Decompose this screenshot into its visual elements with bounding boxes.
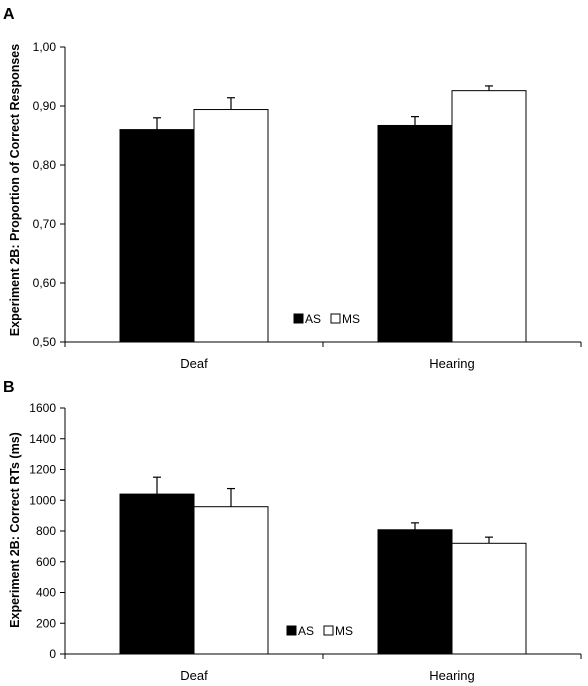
panel-b-y-tick-label: 200	[36, 616, 56, 630]
panel-a-y-axis-label: Experiment 2B: Proportion of Correct Res…	[8, 44, 22, 336]
panel-a-legend-swatch-ms	[330, 313, 341, 324]
panel-b-y-tick-label: 1600	[29, 401, 56, 415]
panel-a-legend-label-ms: MS	[342, 312, 360, 326]
panel-b-bar-as-deaf	[119, 493, 195, 655]
panel-a-y-tick-label: 0,90	[33, 99, 57, 113]
panel-a-legend-swatch-as	[293, 313, 304, 324]
panel-a-y-tick-label: 0,50	[33, 335, 57, 349]
panel-b-y-axis-label: Experiment 2B: Correct RTs (ms)	[8, 432, 22, 628]
panel-a-y-tick-label: 0,70	[33, 217, 57, 231]
panel-b-legend-swatch-as	[286, 625, 297, 636]
panel-a-y-tick-label: 1,00	[33, 40, 57, 54]
panel-a: A Experiment 2B: Proportion of Correct R…	[3, 6, 582, 371]
panel-b-y-tick-label: 400	[36, 586, 56, 600]
panel-b-y-tick-label: 0	[49, 647, 56, 661]
panel-a-legend-label-as: AS	[305, 312, 321, 326]
panel-b-bar-ms-hearing	[451, 542, 527, 655]
panel-b-plot: 0 200 400 600 800 1000 1200 1400 1600 Deaf Hearing…	[29, 401, 582, 683]
panel-a-bar-ms-deaf	[193, 109, 269, 343]
panel-b-y-tick-label: 600	[36, 555, 56, 569]
panel-a-bar-as-hearing	[377, 124, 453, 343]
panel-b-legend-label-ms: MS	[335, 624, 353, 638]
panel-b-legend-swatch-ms	[323, 625, 334, 636]
panel-b-category-label: Hearing	[429, 668, 475, 683]
panel-b-y-tick-label: 1200	[29, 463, 56, 477]
panel-b-bar-as-hearing	[377, 529, 453, 655]
panel-a-category-label: Hearing	[429, 356, 475, 371]
panel-b-letter: B	[3, 379, 15, 396]
panel-b: B Experiment 2B: Correct RTs (ms) 0 200 40…	[3, 379, 582, 683]
panel-a-plot: 0,50 0,60 0,70 0,80 0,90 1,00 Deaf Hearing AS MS	[33, 40, 582, 371]
panel-b-y-tick-label: 1000	[29, 493, 56, 507]
panel-a-letter: A	[3, 6, 15, 23]
panel-a-y-tick-label: 0,80	[33, 158, 57, 172]
panel-b-bar-ms-deaf	[193, 506, 269, 655]
panel-a-category-label: Deaf	[180, 356, 208, 371]
panel-b-y-tick-label: 1400	[29, 432, 56, 446]
panel-a-y-tick-label: 0,60	[33, 276, 57, 290]
panel-b-legend-label-as: AS	[298, 624, 314, 638]
panel-b-category-label: Deaf	[180, 668, 208, 683]
panel-b-y-tick-label: 800	[36, 524, 56, 538]
panel-a-bar-as-deaf	[119, 129, 195, 343]
panel-a-bar-ms-hearing	[451, 90, 527, 343]
